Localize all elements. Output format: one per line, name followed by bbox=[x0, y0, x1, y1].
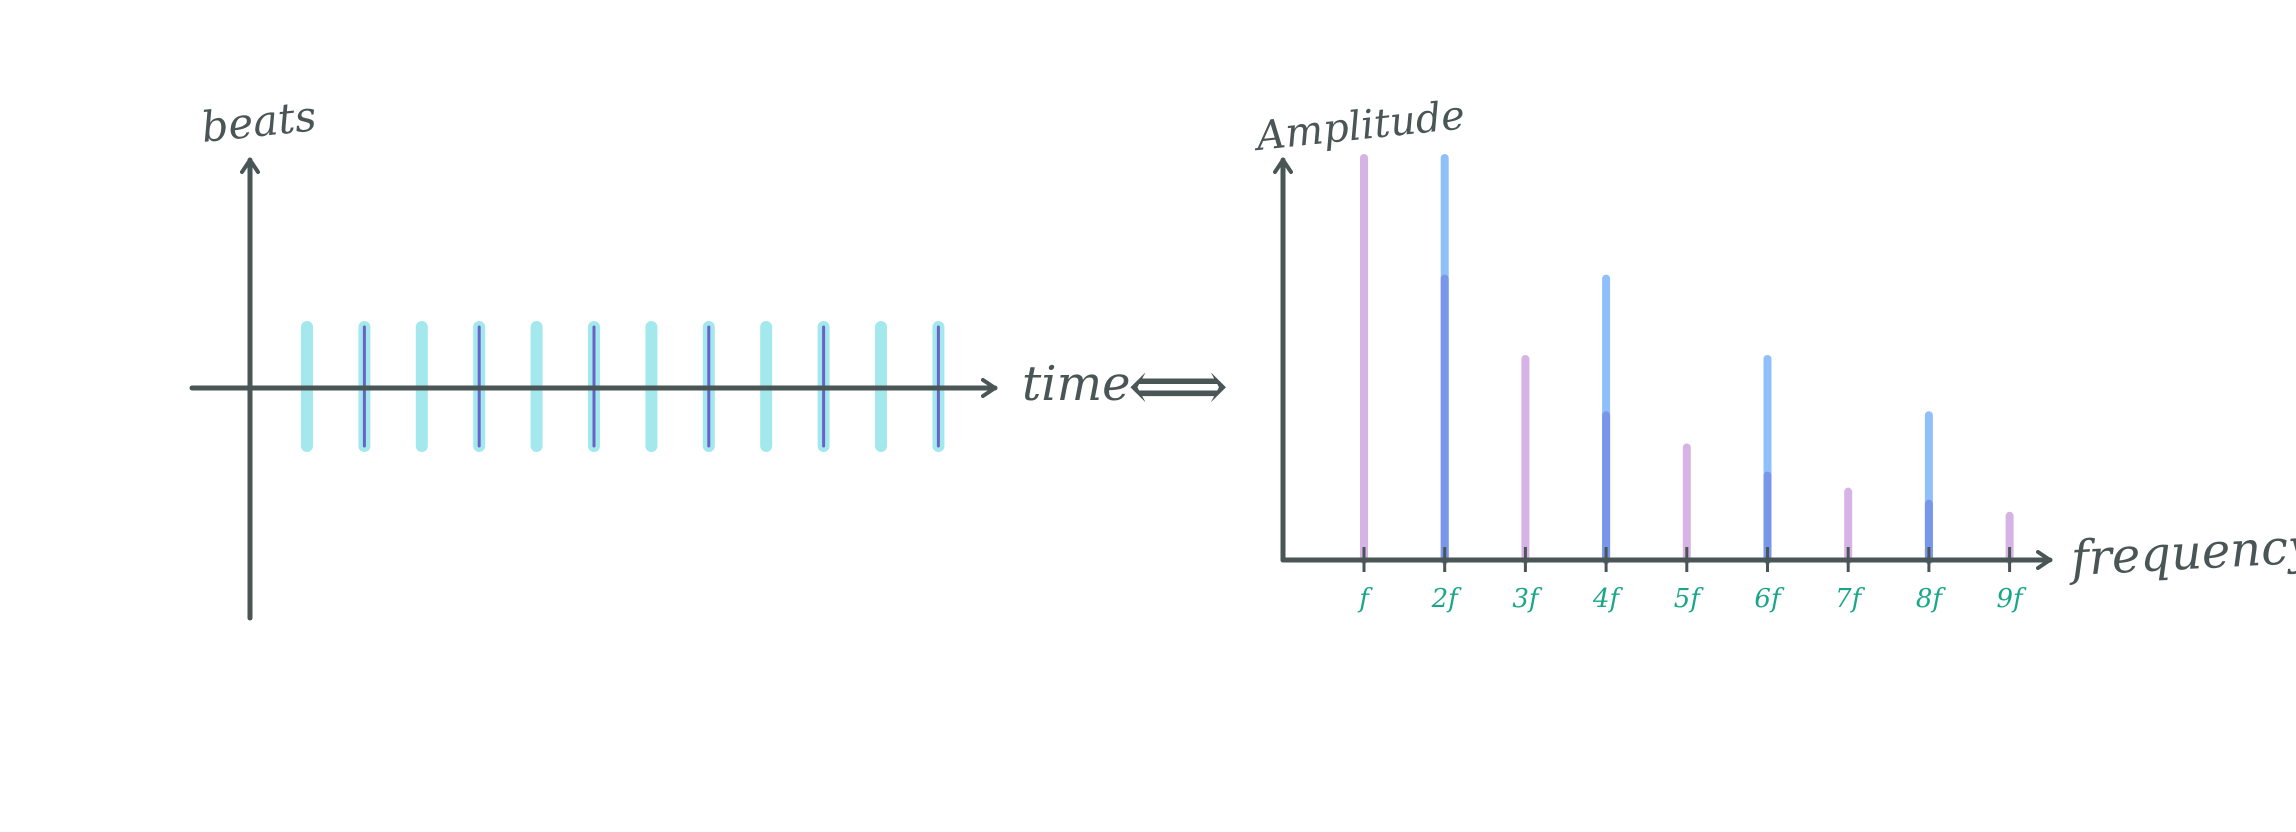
tick-label-2f: 2f bbox=[1431, 584, 1463, 614]
tick-label-4f: 4f bbox=[1592, 584, 1624, 614]
tick-label-7f: 7f bbox=[1835, 584, 1866, 614]
time-x-axis-label: time bbox=[1022, 356, 1131, 412]
tick-label-9f: 9f bbox=[1997, 584, 2028, 614]
spectrum-y-axis-label: Amplitude bbox=[1250, 92, 1467, 160]
spectrum-x-axis-label: frequency bbox=[2067, 518, 2296, 587]
tick-label-3f: 3f bbox=[1512, 584, 1543, 614]
spectrum-ticks: f 2f 3f 4f 5f 6f 7f 8f 9f bbox=[1357, 547, 2027, 614]
time-y-axis-label: beats bbox=[199, 91, 319, 152]
tick-label-5f: 5f bbox=[1674, 584, 1705, 614]
equivalence-symbol: ⟺ bbox=[1128, 345, 1228, 427]
tick-label-6f: 6f bbox=[1754, 584, 1785, 614]
tick-label-8f: 8f bbox=[1916, 584, 1947, 614]
tick-label-f: f bbox=[1357, 584, 1373, 614]
spectrum-bars bbox=[1360, 154, 2014, 564]
time-plot: beats time bbox=[189, 91, 1131, 621]
spectrum-plot: f 2f 3f 4f 5f 6f 7f 8f 9f Amplitude frequency bbox=[1250, 92, 2296, 614]
